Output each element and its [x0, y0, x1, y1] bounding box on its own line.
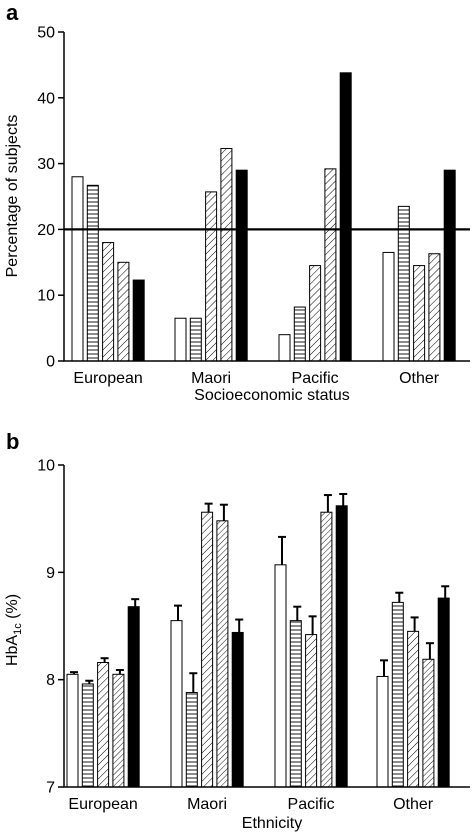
panel-b-bar-maori-4	[216, 520, 229, 788]
panel-b-bar-european-5	[127, 606, 140, 788]
panel-a-bar-european-1	[71, 176, 84, 362]
panel-b-bar-pacific-5	[335, 505, 348, 788]
panel-b-y-axis-label: HbA1c (%)	[4, 594, 24, 666]
panel-b-letter: b	[6, 429, 19, 454]
panel-a-bar-pacific-1	[278, 334, 291, 362]
panel-a-bar-maori-4	[220, 147, 233, 362]
panel-a-category-european: European	[73, 370, 142, 387]
panel-b-category-european: European	[68, 796, 137, 813]
panel-b-category-pacific: Pacific	[288, 796, 335, 813]
panel-a-x-axis: European Maori Pacific Other	[73, 370, 439, 387]
panel-b: b 7 8 9 10 European Maori Pacific Other Ethnic…	[4, 429, 470, 832]
panel-b-bar-other-5	[437, 597, 450, 788]
panel-b-bar-other-1	[376, 675, 389, 788]
panel-a-bar-pacific-4	[324, 168, 337, 362]
panel-b-y-tick-label-1: 8	[46, 672, 55, 689]
panel-b-bar-pacific-4	[320, 511, 333, 788]
panel-b-bar-european-3	[97, 661, 110, 788]
panel-a-y-tick-label-4: 40	[37, 90, 55, 107]
panel-b-bars	[66, 492, 450, 788]
panel-a-letter: a	[6, 0, 19, 25]
panel-b-axes	[63, 465, 470, 788]
panel-b-bar-other-4	[422, 658, 435, 788]
panel-b-x-axis: European Maori Pacific Other	[68, 796, 433, 813]
panel-b-y-axis-label-subscript: 1c	[12, 623, 24, 635]
panel-a-y-tick-label-3: 30	[37, 156, 55, 173]
panel-b-bar-maori-3	[201, 511, 214, 788]
panel-a-y-tick-label-0: 0	[46, 354, 55, 371]
panel-a-bar-other-4	[428, 253, 441, 362]
panel-b-bar-pacific-3	[305, 634, 318, 788]
panel-b-y-axis-label-main: HbA	[4, 635, 21, 666]
panel-a-y-tick-label-2: 20	[37, 222, 55, 239]
panel-b-bar-maori-5	[231, 631, 244, 788]
panel-a-category-pacific: Pacific	[292, 370, 339, 387]
panel-a-axes	[63, 32, 470, 362]
panel-a-bar-other-1	[382, 251, 395, 362]
panel-b-bar-other-2	[391, 601, 404, 788]
panel-b-bar-european-1	[66, 673, 79, 788]
panel-a-bar-maori-2	[189, 317, 202, 362]
panel-a-bar-european-3	[102, 242, 115, 362]
panel-b-bar-european-4	[112, 673, 125, 788]
panel-b-category-maori: Maori	[187, 796, 227, 813]
panel-a-y-tick-label-1: 10	[37, 288, 55, 305]
panel-a-bars	[71, 72, 456, 362]
panel-a-bar-other-3	[413, 265, 426, 362]
panel-a-category-other: Other	[399, 370, 440, 387]
panel-a-bar-pacific-5	[339, 72, 352, 362]
panel-a-bar-maori-1	[174, 317, 187, 362]
panel-b-bar-maori-2	[185, 692, 198, 788]
panel-a-y-tick-label-5: 50	[37, 25, 55, 42]
panel-b-y-axis-label-unit: (%)	[4, 594, 21, 623]
panel-a-category-maori: Maori	[191, 370, 231, 387]
panel-a-bar-pacific-2	[293, 306, 306, 362]
panel-a-bar-maori-5	[235, 169, 248, 362]
panel-b-bar-pacific-1	[274, 564, 287, 788]
panel-b-y-tick-label-2: 9	[46, 565, 55, 582]
panel-a-bar-other-5	[443, 169, 456, 362]
panel-b-category-other: Other	[393, 796, 434, 813]
panel-b-y-tick-label-0: 7	[46, 780, 55, 797]
panel-b-bar-pacific-2	[289, 620, 302, 788]
panel-a-bar-european-2	[86, 184, 99, 362]
panel-b-bar-european-2	[81, 683, 94, 788]
panel-b-y-axis: 7 8 9 10	[37, 458, 64, 797]
panel-a-bar-european-4	[117, 261, 130, 362]
panel-a-bar-european-5	[132, 279, 145, 362]
panel-a-bar-maori-3	[205, 191, 218, 362]
panel-b-bar-maori-1	[170, 620, 183, 788]
panel-b-y-tick-label-3: 10	[37, 458, 55, 475]
panel-a-x-axis-label: Socioeconomic status	[194, 387, 350, 404]
panel-a-bar-pacific-3	[309, 265, 322, 362]
panel-b-bar-other-3	[407, 630, 420, 788]
panel-a-y-axis: 0 10 20 30 40 50	[37, 25, 64, 371]
panel-b-x-axis-label: Ethnicity	[242, 815, 302, 832]
panel-a-y-axis-label: Percentage of subjects	[4, 115, 21, 278]
